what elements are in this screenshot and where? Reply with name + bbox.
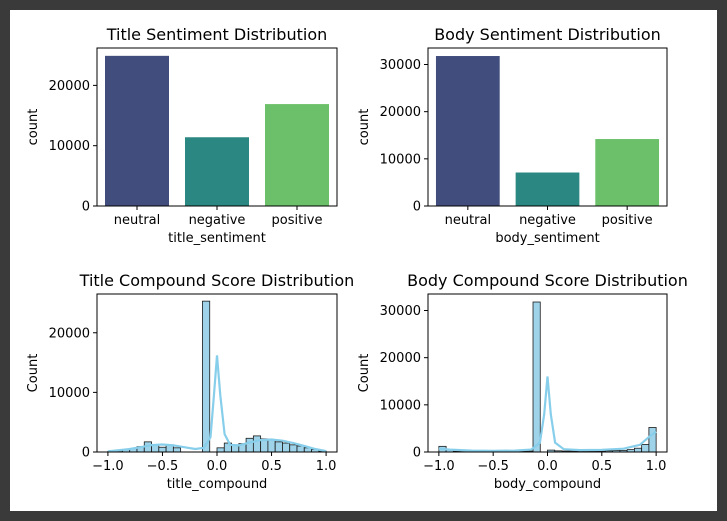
x-tick-label: 1.0 bbox=[646, 459, 667, 474]
chart-1: neutral negative positive 0 10000 20000 Title … bbox=[26, 25, 338, 246]
x-tick-label: 0.5 bbox=[261, 459, 282, 474]
y-axis-label: count bbox=[26, 109, 41, 146]
x-tick-label: neutral bbox=[114, 213, 161, 228]
chart-4: −1.0 −0.5 0.0 0.5 1.0 0 10000 20000 30000 Body Co… bbox=[357, 271, 688, 492]
y-tick-label: 0 bbox=[82, 200, 90, 215]
x-tick-label: 0.0 bbox=[537, 459, 558, 474]
chart-2: neutral negative positive 0 10000 20000 30000 B… bbox=[357, 25, 668, 246]
bar-neutral bbox=[105, 55, 169, 207]
axes-frame bbox=[427, 293, 668, 453]
y-tick-label: 30000 bbox=[380, 304, 421, 319]
histogram-bin bbox=[274, 441, 283, 453]
bar-negative bbox=[515, 172, 580, 206]
bar-positive bbox=[265, 104, 329, 206]
kde-curve bbox=[107, 355, 327, 453]
histogram-bin bbox=[172, 447, 182, 453]
bar-neutral bbox=[435, 56, 500, 206]
x-tick-label: 0.0 bbox=[207, 459, 228, 474]
chart-3: −1.0 −0.5 0.0 0.5 1.0 0 10000 20000 Title Compou… bbox=[26, 271, 354, 492]
y-tick-label: 0 bbox=[413, 446, 421, 461]
axes-frame bbox=[427, 47, 668, 207]
histogram-bin bbox=[245, 437, 254, 453]
histogram-bin bbox=[289, 444, 298, 453]
y-axis-label: count bbox=[357, 109, 372, 146]
x-tick-label: 0.5 bbox=[591, 459, 612, 474]
histogram-bin bbox=[252, 435, 262, 453]
histogram-bin bbox=[296, 445, 305, 453]
histogram-bin bbox=[532, 301, 541, 453]
y-tick-label: 0 bbox=[413, 200, 421, 215]
x-tick-label: 1.0 bbox=[316, 459, 337, 474]
histogram-bin bbox=[216, 447, 225, 453]
x-tick-label: neutral bbox=[445, 213, 492, 228]
histogram-bin bbox=[202, 300, 211, 453]
x-axis-label: title_compound bbox=[167, 477, 268, 492]
y-tick-label: 0 bbox=[82, 446, 90, 461]
x-tick-label: positive bbox=[602, 213, 653, 228]
x-axis-label: title_sentiment bbox=[168, 231, 266, 246]
chart-title: Title Sentiment Distribution bbox=[106, 25, 328, 44]
x-axis-label: body_sentiment bbox=[495, 231, 599, 246]
histogram-bin bbox=[282, 442, 291, 453]
x-tick-label: −1.0 bbox=[423, 459, 455, 474]
kde-curve bbox=[438, 376, 657, 452]
x-tick-label: negative bbox=[189, 213, 246, 228]
axes-frame bbox=[96, 47, 338, 207]
y-tick-label: 20000 bbox=[49, 326, 90, 341]
x-tick-label: −1.0 bbox=[92, 459, 124, 474]
chart-title: Body Sentiment Distribution bbox=[434, 25, 661, 44]
histogram-bin bbox=[641, 444, 650, 453]
bar-negative bbox=[185, 137, 249, 206]
y-tick-label: 10000 bbox=[380, 152, 421, 167]
chart-title: Title Compound Score Distribution bbox=[79, 271, 355, 290]
y-tick-label: 30000 bbox=[380, 58, 421, 73]
y-tick-label: 10000 bbox=[49, 139, 90, 154]
y-axis-label: Count bbox=[26, 354, 41, 393]
y-tick-label: 20000 bbox=[49, 79, 90, 94]
x-tick-label: negative bbox=[519, 213, 576, 228]
x-tick-label: positive bbox=[272, 213, 323, 228]
y-tick-label: 10000 bbox=[49, 386, 90, 401]
y-tick-label: 20000 bbox=[380, 105, 421, 120]
y-tick-label: 10000 bbox=[380, 398, 421, 413]
chart-title: Body Compound Score Distribution bbox=[407, 271, 688, 290]
y-axis-label: Count bbox=[357, 354, 372, 393]
figure-canvas: neutral negative positive 0 10000 20000 Title … bbox=[10, 10, 717, 511]
bar-positive bbox=[595, 139, 660, 206]
histogram-bin bbox=[634, 447, 643, 453]
y-tick-label: 20000 bbox=[380, 351, 421, 366]
x-tick-label: −0.5 bbox=[147, 459, 179, 474]
figure-svg: neutral negative positive 0 10000 20000 Title … bbox=[26, 25, 688, 492]
x-tick-label: −0.5 bbox=[477, 459, 509, 474]
axes-frame bbox=[96, 293, 338, 453]
histogram-bin bbox=[267, 439, 276, 453]
x-axis-label: body_compound bbox=[494, 477, 601, 492]
histogram-bin bbox=[158, 446, 167, 453]
